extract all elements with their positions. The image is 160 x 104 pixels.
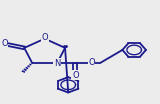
- Text: N: N: [54, 59, 60, 68]
- Text: O: O: [1, 39, 8, 48]
- Text: O: O: [72, 71, 79, 80]
- Text: O: O: [41, 33, 48, 42]
- Text: O: O: [88, 58, 95, 67]
